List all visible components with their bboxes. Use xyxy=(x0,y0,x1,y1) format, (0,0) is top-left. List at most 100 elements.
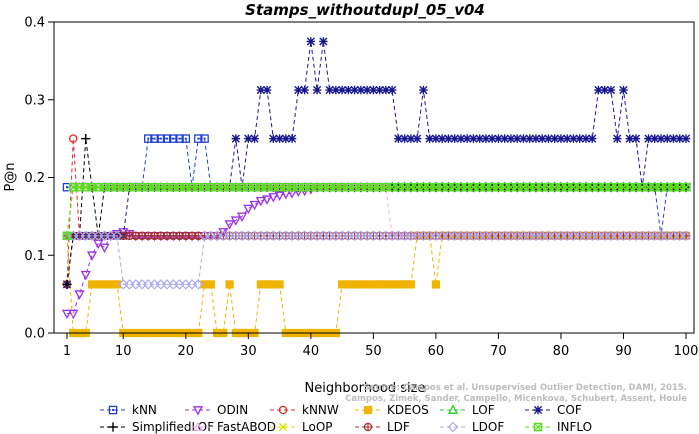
legend-marker xyxy=(447,404,459,414)
point-cof xyxy=(375,85,384,95)
point-odin xyxy=(224,220,235,230)
legend-item-cof: COF xyxy=(525,403,582,417)
point-knn xyxy=(194,134,203,143)
point-cof xyxy=(650,134,659,143)
point-cof xyxy=(588,134,597,143)
point-cof xyxy=(600,85,609,95)
point-kdeos xyxy=(206,280,215,289)
series-ldof xyxy=(61,230,692,290)
legend-label: INFLO xyxy=(557,420,592,434)
series-cof xyxy=(62,37,691,289)
point-cof xyxy=(656,134,666,143)
point-cof xyxy=(244,134,253,143)
series-loop xyxy=(62,183,691,240)
point-cof xyxy=(631,134,641,143)
point-cof xyxy=(325,85,334,95)
x-tick-label: 70 xyxy=(490,344,507,359)
y-tick-label: 0.3 xyxy=(24,93,45,108)
legend-marker xyxy=(278,422,288,432)
point-cof xyxy=(419,85,428,95)
point-cof xyxy=(287,134,297,143)
point-cof xyxy=(575,134,584,143)
y-tick-label: 0.0 xyxy=(24,327,45,342)
point-odin xyxy=(261,195,273,205)
point-cof xyxy=(275,134,284,143)
point-cof xyxy=(400,134,409,143)
point-simplifiedlof xyxy=(81,134,91,144)
point-cof xyxy=(406,134,416,143)
legend-marker xyxy=(192,406,204,416)
watermark-line-2: Campos, Zimek, Sander, Campello, Micenko… xyxy=(345,394,687,404)
series-odin xyxy=(61,183,692,320)
series-line-knnw xyxy=(66,138,686,285)
point-knn xyxy=(144,134,153,143)
point-cof xyxy=(619,85,628,95)
point-kdeos xyxy=(406,280,415,289)
legend-item-kdeos: KDEOS xyxy=(355,403,429,417)
point-cof xyxy=(312,85,322,95)
point-odin xyxy=(274,191,285,201)
point-kdeos xyxy=(275,280,284,289)
legend-label: LDOF xyxy=(472,420,504,434)
series-inflo xyxy=(62,182,691,241)
legend-marker xyxy=(363,422,373,432)
point-odin xyxy=(124,230,135,240)
legend-marker xyxy=(278,405,288,415)
point-cof xyxy=(387,85,397,95)
legend-label: LOF xyxy=(472,403,495,417)
point-cof xyxy=(594,85,603,95)
point-inflo xyxy=(681,182,691,192)
x-axis: 1 10 20 30 40 50 60 70 80 90 100 xyxy=(63,333,698,359)
point-kdeos xyxy=(225,280,234,289)
legend-marker xyxy=(192,421,204,431)
legend-label: COF xyxy=(557,403,582,417)
legend-marker xyxy=(447,421,459,433)
point-cof xyxy=(512,134,522,143)
point-inflo xyxy=(62,231,72,241)
point-cof xyxy=(462,134,472,143)
point-cof xyxy=(475,134,484,143)
series-line-odin xyxy=(67,186,686,315)
point-odin xyxy=(236,212,248,222)
series-line-loop xyxy=(66,186,686,236)
point-cof xyxy=(425,134,434,143)
series-layer xyxy=(61,37,692,338)
point-odin xyxy=(61,309,73,320)
point-knn xyxy=(156,134,166,143)
point-odin xyxy=(86,251,98,261)
point-cof xyxy=(500,134,509,143)
legend-item-ldf: LDF xyxy=(355,420,410,434)
point-cof xyxy=(481,134,491,143)
point-cof xyxy=(450,134,459,143)
point-cof xyxy=(569,134,578,143)
point-cof xyxy=(581,134,591,143)
point-odin xyxy=(255,196,266,207)
series-line-cof xyxy=(66,41,686,285)
y-tick-label: 0.2 xyxy=(24,171,45,186)
legend-item-odin: ODIN xyxy=(185,403,248,417)
point-cof xyxy=(563,134,572,143)
point-odin xyxy=(230,216,241,226)
point-knn xyxy=(175,134,184,143)
series-line-ldof xyxy=(67,235,686,285)
series-simplifiedlof xyxy=(62,134,691,290)
point-odin xyxy=(80,270,91,281)
series-line-simplifiedlof xyxy=(66,138,686,285)
point-cof xyxy=(613,134,622,143)
point-cof xyxy=(519,134,528,143)
x-tick-label: 90 xyxy=(615,344,632,359)
point-cof xyxy=(356,85,366,95)
point-cof xyxy=(537,134,547,143)
point-ldof xyxy=(111,230,123,242)
point-cof xyxy=(337,85,347,95)
watermark-line-1: Source: Campos et al. Unsupervised Outli… xyxy=(364,383,687,393)
legend-item-loop: LoOP xyxy=(270,420,333,434)
point-knn xyxy=(181,134,191,143)
point-cof xyxy=(281,134,291,143)
point-cof xyxy=(369,85,378,95)
x-tick-label: 30 xyxy=(240,344,257,359)
point-cof xyxy=(525,134,534,143)
legend-item-lof: LOF xyxy=(440,403,495,417)
legend-label: ODIN xyxy=(217,403,248,417)
